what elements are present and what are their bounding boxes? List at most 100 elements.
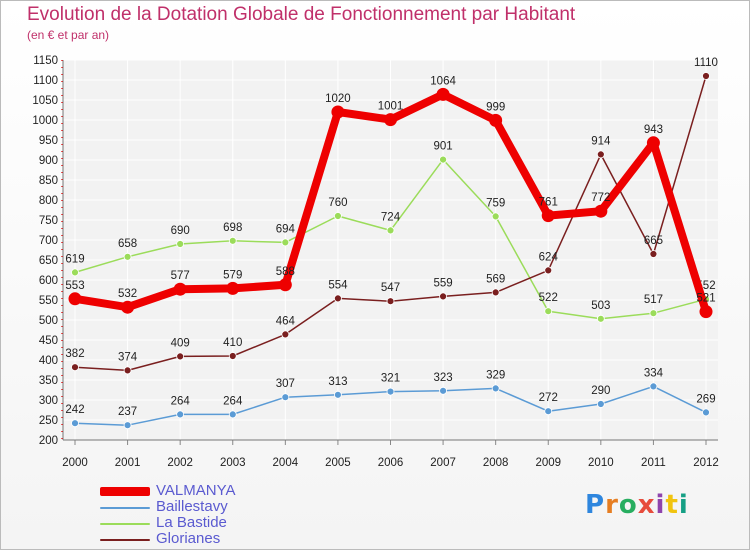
chart-subtitle: (en € et par an) bbox=[27, 28, 110, 42]
logo-letter: r bbox=[605, 490, 619, 520]
y-tick-label-850: 850 bbox=[39, 175, 58, 187]
data-label-la-bastide-2000: 619 bbox=[65, 253, 84, 265]
point-baillestavy-2007 bbox=[439, 386, 447, 395]
point-valmanya-2010 bbox=[594, 204, 608, 218]
point-la-bastide-2003 bbox=[228, 236, 237, 245]
y-tick-label-300: 300 bbox=[39, 395, 58, 407]
point-baillestavy-2011 bbox=[649, 382, 658, 391]
data-label-glorianes-2009: 624 bbox=[539, 251, 559, 263]
y-tick-label-750: 750 bbox=[39, 215, 58, 227]
point-glorianes-2009 bbox=[544, 266, 553, 275]
data-label-baillestavy-2010: 290 bbox=[591, 385, 610, 397]
point-glorianes-2010 bbox=[596, 150, 605, 159]
data-label-la-bastide-2008: 759 bbox=[486, 197, 505, 209]
y-tick-label-1100: 1100 bbox=[33, 75, 58, 87]
y-tick-label-1150: 1150 bbox=[33, 55, 58, 67]
data-label-baillestavy-2009: 272 bbox=[539, 392, 558, 404]
point-baillestavy-2009 bbox=[544, 407, 553, 416]
legend-label-la-bastide: La Bastide bbox=[156, 514, 227, 531]
y-tick-label-700: 700 bbox=[39, 235, 58, 247]
data-label-glorianes-2011: 665 bbox=[644, 235, 663, 247]
point-baillestavy-2002 bbox=[176, 410, 185, 419]
y-tick-label-250: 250 bbox=[39, 415, 58, 427]
point-valmanya-2005 bbox=[331, 105, 345, 119]
y-tick-label-200: 200 bbox=[39, 435, 58, 447]
data-label-glorianes-2002: 409 bbox=[171, 337, 190, 349]
point-valmanya-2009 bbox=[541, 209, 555, 223]
data-label-baillestavy-2008: 329 bbox=[486, 369, 505, 381]
legend: VALMANYA Baillestavy La Bastide Gloriane… bbox=[100, 482, 360, 548]
y-tick-label-450: 450 bbox=[39, 335, 58, 347]
data-label-baillestavy-2002: 264 bbox=[171, 395, 191, 407]
point-valmanya-2003 bbox=[226, 281, 240, 295]
y-tick-label-900: 900 bbox=[39, 155, 58, 167]
data-label-baillestavy-2006: 321 bbox=[381, 373, 400, 385]
point-glorianes-2012 bbox=[702, 72, 710, 80]
point-valmanya-2012 bbox=[699, 305, 713, 319]
logo-letter: x bbox=[637, 490, 656, 520]
logo-letter: P bbox=[585, 490, 606, 520]
point-baillestavy-2001 bbox=[123, 421, 132, 430]
data-label-baillestavy-2000: 242 bbox=[65, 404, 84, 416]
data-label-glorianes-2000: 382 bbox=[65, 348, 84, 360]
legend-item-baillestavy[interactable]: Baillestavy bbox=[100, 498, 360, 516]
legend-item-glorianes[interactable]: Glorianes bbox=[100, 530, 360, 548]
x-tick-label-2005: 2005 bbox=[325, 457, 351, 469]
data-label-la-bastide-2011: 517 bbox=[644, 294, 663, 306]
data-label-glorianes-2005: 554 bbox=[328, 279, 348, 291]
data-label-la-bastide-2005: 760 bbox=[328, 197, 347, 209]
point-glorianes-2006 bbox=[386, 297, 395, 306]
logo-letter: o bbox=[618, 490, 638, 520]
y-tick-label-1050: 1050 bbox=[32, 95, 58, 107]
point-glorianes-2007 bbox=[439, 292, 447, 301]
x-tick-label-2003: 2003 bbox=[220, 457, 246, 469]
data-label-valmanya-2012: 521 bbox=[696, 293, 715, 305]
data-label-valmanya-2003: 579 bbox=[223, 269, 242, 281]
point-la-bastide-2002 bbox=[176, 240, 185, 248]
data-label-la-bastide-2003: 698 bbox=[223, 222, 242, 234]
data-label-valmanya-2006: 1001 bbox=[378, 101, 404, 113]
data-label-valmanya-2004: 588 bbox=[276, 266, 295, 278]
logo-letter: i bbox=[678, 490, 689, 520]
point-la-bastide-2005 bbox=[334, 212, 342, 220]
legend-item-valmanya[interactable]: VALMANYA bbox=[100, 482, 360, 500]
point-baillestavy-2000 bbox=[71, 419, 79, 428]
point-valmanya-2004 bbox=[278, 278, 292, 292]
point-glorianes-2003 bbox=[228, 352, 237, 360]
y-tick-label-550: 550 bbox=[39, 295, 58, 307]
x-tick-label-2001: 2001 bbox=[115, 457, 141, 469]
legend-label-valmanya: VALMANYA bbox=[156, 482, 236, 499]
point-la-bastide-2007 bbox=[439, 155, 447, 164]
y-tick-label-800: 800 bbox=[39, 195, 58, 207]
point-valmanya-2006 bbox=[384, 113, 397, 127]
data-label-valmanya-2010: 772 bbox=[591, 192, 610, 204]
data-label-baillestavy-2003: 264 bbox=[223, 395, 243, 407]
x-tick-label-2011: 2011 bbox=[641, 457, 666, 469]
y-tick-label-1000: 1000 bbox=[32, 115, 58, 127]
data-label-la-bastide-2009: 522 bbox=[539, 292, 558, 304]
point-valmanya-2001 bbox=[121, 300, 135, 314]
data-label-baillestavy-2005: 313 bbox=[328, 376, 347, 388]
data-label-valmanya-2011: 943 bbox=[644, 124, 663, 136]
point-valmanya-2007 bbox=[436, 87, 450, 101]
point-valmanya-2002 bbox=[173, 282, 187, 296]
x-tick-label-2006: 2006 bbox=[378, 457, 404, 469]
y-tick-label-650: 650 bbox=[39, 255, 58, 267]
y-tick-label-950: 950 bbox=[39, 135, 58, 147]
legend-item-la-bastide[interactable]: La Bastide bbox=[100, 514, 360, 532]
data-label-la-bastide-2007: 901 bbox=[433, 141, 452, 153]
chart-title: Evolution de la Dotation Globale de Fonc… bbox=[27, 4, 576, 25]
point-baillestavy-2004 bbox=[281, 393, 290, 402]
point-la-bastide-2006 bbox=[386, 226, 395, 235]
point-glorianes-2004 bbox=[281, 330, 290, 339]
data-label-glorianes-2006: 547 bbox=[381, 282, 400, 294]
point-glorianes-2008 bbox=[491, 288, 500, 297]
data-label-glorianes-2012: 1110 bbox=[694, 57, 718, 69]
data-label-baillestavy-2011: 334 bbox=[644, 367, 664, 379]
data-label-glorianes-2007: 559 bbox=[433, 277, 452, 289]
legend-label-baillestavy: Baillestavy bbox=[156, 498, 228, 515]
legend-swatch-la-bastide bbox=[100, 523, 150, 525]
point-la-bastide-2001 bbox=[123, 252, 132, 261]
data-label-valmanya-2007: 1064 bbox=[430, 75, 456, 87]
data-label-glorianes-2004: 464 bbox=[276, 315, 296, 327]
